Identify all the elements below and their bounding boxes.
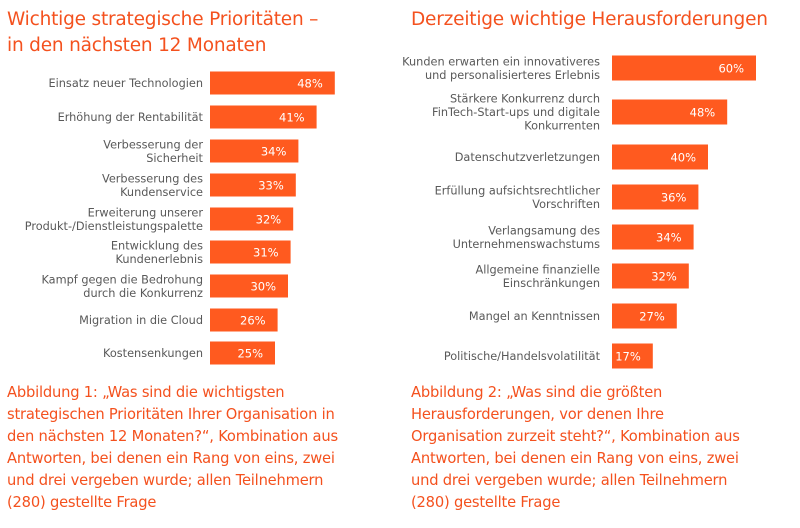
figure-caption: Abbildung 2: „Was sind die größten Herau…: [411, 382, 796, 514]
chart-panel-challenges: Derzeitige wichtige Herausforderungen 60…: [400, 0, 800, 528]
bar: [612, 55, 756, 81]
category-label: Erfüllung aufsichtsrechtlicher: [435, 184, 601, 197]
caption-line: Antworten, bei denen ein Rang von eins, …: [411, 450, 739, 467]
data-label: 31%: [253, 246, 279, 260]
category-label: Politische/Handelsvolatilität: [444, 350, 601, 363]
chart-panel-priorities: Wichtige strategische Prioritäten – in d…: [7, 7, 397, 514]
category-label: Kundenerlebnis: [116, 253, 204, 266]
bar: [612, 184, 699, 210]
category-label: Einschränkungen: [503, 277, 600, 290]
category-label: Kostensenkungen: [103, 347, 203, 360]
category-label: Entwicklung des: [111, 239, 203, 252]
caption-line: strategischen Prioritäten Ihrer Organisa…: [7, 406, 335, 423]
bar: [210, 207, 294, 231]
category-label: Einsatz neuer Technologien: [49, 77, 204, 90]
category-label: Produkt-/Dienstleistungspalette: [25, 220, 203, 233]
category-label: Sicherheit: [146, 152, 203, 165]
bar: [210, 240, 291, 264]
category-label: Migration in die Cloud: [79, 314, 203, 327]
bar: [210, 105, 317, 129]
bar: [612, 224, 694, 250]
data-label: 40%: [670, 151, 696, 165]
category-label: Stärkere Konkurrenz durch: [450, 93, 600, 106]
bar: [612, 343, 653, 369]
caption-line: und drei vergeben wurde; allen Teilnehme…: [411, 472, 728, 489]
data-label: 48%: [297, 77, 323, 91]
bar: [210, 274, 288, 298]
caption-line: den nächsten 12 Monaten?“, Kombination a…: [7, 428, 338, 445]
category-label: Erweiterung unserer: [88, 206, 204, 219]
chart-title-line: in den nächsten 12 Monaten: [7, 35, 267, 56]
data-label: 33%: [258, 179, 284, 193]
category-label: FinTech-Start-ups und digitale: [432, 106, 600, 119]
data-label: 26%: [240, 314, 266, 328]
bar: [612, 263, 689, 289]
chart-title-line: Derzeitige wichtige Herausforderungen: [411, 9, 768, 30]
bar: [612, 144, 708, 170]
category-label: Kundenservice: [120, 186, 203, 199]
bar: [210, 308, 278, 332]
category-label: Verbesserung des: [102, 172, 203, 185]
bar: [210, 173, 296, 197]
data-label: 17%: [615, 350, 641, 364]
challenges-bar-chart: 60% Kunden erwarten ein innovativeresund …: [402, 55, 756, 369]
caption-line: (280) gestellte Frage: [411, 494, 561, 511]
data-label: 48%: [690, 106, 716, 120]
bar: [210, 139, 299, 163]
data-label: 36%: [661, 191, 687, 205]
data-label: 34%: [261, 145, 287, 159]
category-label: Kampf gegen die Bedrohung: [41, 273, 203, 286]
data-label: 27%: [639, 310, 665, 324]
caption-line: (280) gestellte Frage: [7, 494, 157, 511]
data-label: 32%: [651, 270, 677, 284]
figure-caption: Abbildung 1: „Was sind die wichtigsten s…: [7, 382, 397, 514]
data-label: 34%: [656, 231, 682, 245]
category-label: Kunden erwarten ein innovativeres: [402, 55, 600, 68]
caption-line: und drei vergeben wurde; allen Teilnehme…: [7, 472, 324, 489]
bar: [612, 99, 728, 125]
data-label: 32%: [256, 213, 282, 227]
bar: [612, 303, 677, 329]
priorities-bar-chart: 48% Einsatz neuer Technologien 41% Erhöhung…: [25, 71, 335, 365]
data-label: 25%: [237, 347, 263, 361]
chart-title-line: Wichtige strategische Prioritäten –: [7, 9, 319, 30]
caption-line: Organisation zurzeit steht?“, Kombinatio…: [411, 428, 740, 445]
caption-line: Antworten, bei denen ein Rang von eins, …: [7, 450, 335, 467]
category-label: Verbesserung der: [103, 138, 203, 151]
data-label: 41%: [279, 111, 305, 125]
chart-title: Derzeitige wichtige Herausforderungen: [411, 7, 768, 33]
category-label: Allgemeine finanzielle: [475, 263, 600, 276]
caption-line: Abbildung 2: „Was sind die größten: [411, 384, 663, 401]
category-label: und personalisierteres Erlebnis: [425, 69, 600, 82]
category-label: Vorschriften: [532, 198, 600, 211]
category-label: Mangel an Kenntnissen: [469, 310, 600, 323]
category-label: durch die Konkurrenz: [83, 287, 203, 300]
caption-line: Herausforderungen, vor denen Ihre: [411, 406, 664, 423]
chart-title: Wichtige strategische Prioritäten – in d…: [7, 7, 318, 59]
category-label: Unternehmenswachstums: [453, 238, 601, 251]
bar: [210, 71, 335, 95]
category-label: Konkurrenten: [524, 120, 600, 133]
data-label: 30%: [250, 280, 276, 294]
bar: [210, 341, 275, 365]
category-label: Verlangsamung des: [488, 224, 600, 237]
caption-line: Abbildung 1: „Was sind die wichtigsten: [7, 384, 285, 401]
data-label: 60%: [718, 62, 744, 76]
category-label: Datenschutzverletzungen: [455, 151, 600, 164]
category-label: Erhöhung der Rentabilität: [58, 111, 204, 124]
